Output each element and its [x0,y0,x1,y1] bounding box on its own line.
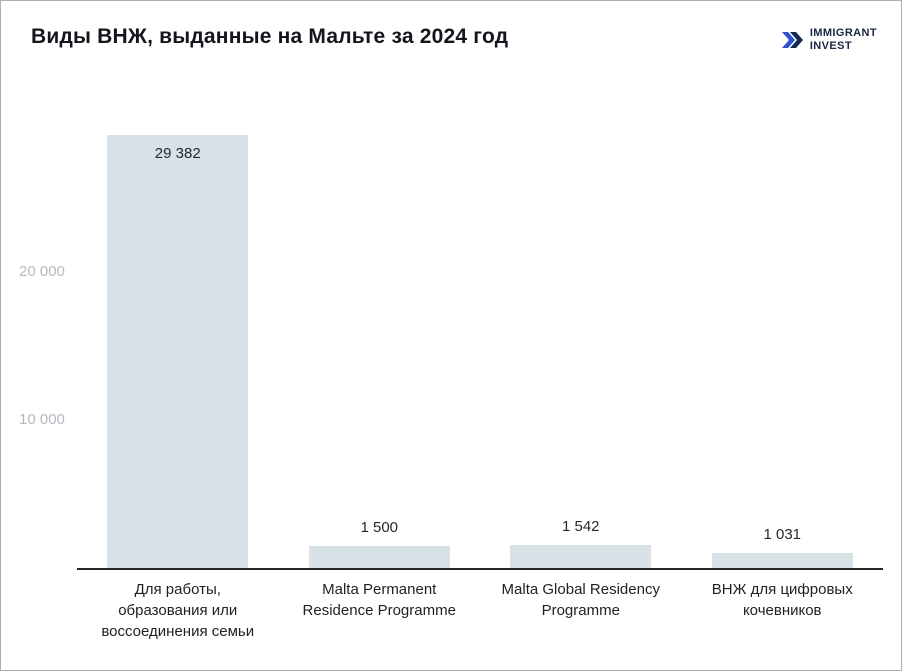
x-axis-category-label-line: образования или [118,602,238,619]
bar [308,546,450,568]
bar-value-label: 1 542 [561,518,600,535]
brand-name-line2: INVEST [809,40,852,52]
x-axis-category-label-line: Для работы, [134,581,221,598]
x-axis-category-label: Malta Permanent Residence Programme [269,579,489,621]
bar-value-label: 29 382 [154,145,201,162]
y-axis-tick-label: 20 000 [19,263,65,280]
x-axis-category-label-line: Malta Permanent [322,581,437,598]
brand-name-line1: IMMIGRANT [809,27,877,39]
x-axis-category-label: ВНЖ для цифровых кочевников [672,579,892,621]
bar-value-label: 1 500 [360,519,399,536]
x-axis-category-label-line: Programme [541,602,620,619]
x-axis-category-label-line: кочевников [742,602,822,619]
brand-name: IMMIGRANT INVEST [810,27,877,53]
bar-value-label: 1 031 [763,526,802,543]
double-chevron-right-icon [781,32,803,48]
y-axis-tick-label: 10 000 [19,410,65,428]
x-axis-category-label-line: Malta Global Residency [501,581,660,598]
bar [711,553,853,568]
bar [510,545,652,568]
x-axis-category-label-line: Residence Programme [302,602,456,619]
x-axis-category-label-line: ВНЖ для цифровых [711,581,853,598]
page-title: Виды ВНЖ, выданные на Мальте за 2024 год [31,25,509,48]
x-axis-category-label: Для работы, образования или воссоединения … [68,579,288,642]
x-axis-line [77,568,883,570]
bar [107,135,249,568]
x-axis-category-label-line: воссоединения семьи [101,623,255,640]
x-axis-category-label: Malta Global Residency Programme [471,579,691,621]
brand-logo: IMMIGRANT INVEST [780,27,877,53]
